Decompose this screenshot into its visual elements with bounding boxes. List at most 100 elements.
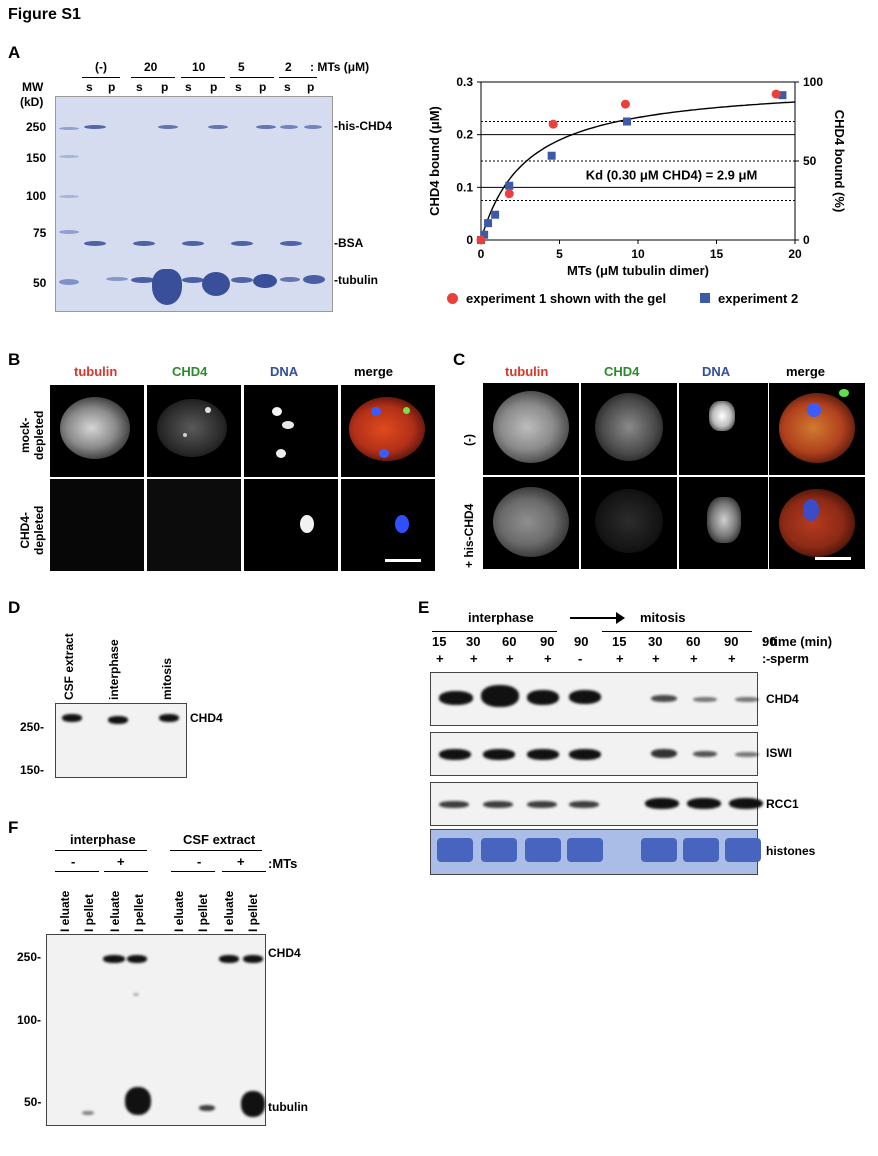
e-blot-iswi [430, 732, 759, 776]
data-point-exp1 [620, 99, 630, 109]
conc-group-5: 5 [238, 60, 245, 74]
y-tick-label: 0.2 [456, 128, 473, 142]
b-img-dna-mock [243, 384, 339, 478]
c-img-dna-his [678, 476, 776, 570]
e-time-value: 90 [724, 634, 739, 649]
c-channel-tubulin: tubulin [505, 364, 549, 379]
y-tick-label: 0 [466, 233, 473, 247]
data-point-exp2 [505, 181, 514, 190]
y2-axis-label: CHD4 bound (%) [832, 110, 845, 213]
data-point-exp1 [476, 235, 486, 245]
lane-label: p [161, 80, 169, 94]
e-mitosis-label: mitosis [640, 610, 686, 625]
e-time-value: 30 [466, 634, 481, 649]
lane-label: s [235, 80, 242, 94]
f-mts-line [171, 871, 215, 872]
x-tick-label: 10 [631, 247, 645, 261]
y-tick-label: 0.3 [456, 75, 473, 89]
b-channel-tubulin: tubulin [74, 364, 118, 379]
e-sperm-value: + [616, 651, 624, 666]
group-underline [181, 77, 225, 78]
e-sperm-value: - [766, 651, 771, 666]
d-marker-250: 250- [20, 720, 45, 734]
lane-label: p [307, 80, 315, 94]
fit-curve [480, 101, 796, 241]
e-times-row: 15 30 60 90 90 15 30 60 90 90 [432, 634, 776, 650]
b-channel-dna: DNA [270, 364, 298, 379]
conc-suffix: : MTs (μM) [310, 60, 370, 74]
b-row-chd4-text: CHD4- depleted [18, 506, 46, 555]
legend-exp2: experiment 2 [700, 290, 798, 306]
e-header-line [432, 631, 557, 632]
b-img-chd4-mock [146, 384, 242, 478]
f-mts-label: :MTs [268, 856, 298, 871]
coomassie-gel [55, 96, 333, 312]
e-sperm-label: : sperm [762, 651, 809, 666]
panel-e-label: E [418, 598, 430, 617]
f-lane-label-text: I pellet [246, 893, 260, 932]
c-img-merge-neg [768, 382, 866, 476]
d-lane-interphase-text: interphase [107, 639, 121, 700]
c-img-tubulin-his [482, 476, 580, 570]
f-mts-line [104, 871, 148, 872]
lane-label: p [108, 80, 116, 94]
f-marker-50: 50- [24, 1095, 42, 1109]
mw-150: 150 [26, 151, 47, 165]
conc-group-2: 2 [285, 60, 292, 74]
lane-label: s [86, 80, 93, 94]
legend-exp2-label: experiment 2 [718, 290, 799, 306]
panel-f-label: F [8, 818, 19, 837]
b-row-mock-text: mock-depleted [18, 411, 46, 460]
e-header-line [602, 631, 752, 632]
e-blot-label-rcc1: RCC1 [766, 797, 799, 811]
f-mts-line [55, 871, 99, 872]
x-tick-label: 20 [788, 247, 802, 261]
b-row-label-line: depleted [32, 410, 46, 460]
f-marker-250: 250- [17, 950, 42, 964]
panel-b-label: B [8, 350, 21, 369]
c-row-neg-text: (-) [462, 434, 476, 446]
e-time-value: 60 [686, 634, 701, 649]
e-sperm-value: + [470, 651, 478, 666]
legend-exp1: experiment 1 shown with the gel [447, 290, 666, 306]
b-img-merge-mock [340, 384, 436, 478]
e-blot-label-chd4: CHD4 [766, 692, 799, 706]
mw-title: MW [22, 80, 44, 94]
c-img-tubulin-neg [482, 382, 580, 476]
f-mts-minus-2: - [197, 854, 202, 869]
b-channel-merge: merge [354, 364, 394, 379]
data-point-exp2 [547, 151, 556, 160]
legend-exp1-label: experiment 1 shown with the gel [466, 290, 667, 306]
b-img-tubulin-chd4dep [49, 478, 145, 572]
data-point-exp2 [491, 210, 500, 219]
e-sperm-value: + [506, 651, 514, 666]
f-lane-label-text: I eluate [108, 890, 122, 932]
conc-group-neg: (-) [95, 60, 107, 74]
c-img-chd4-neg [580, 382, 678, 476]
e-time-value: 60 [502, 634, 517, 649]
group-underline [82, 77, 120, 78]
e-sperm-value: + [652, 651, 660, 666]
f-band-tubulin: tubulin [268, 1100, 308, 1114]
data-point-exp1 [504, 189, 514, 199]
data-point-exp1 [548, 119, 558, 129]
c-row-neg: (-) [462, 434, 476, 460]
kd-annotation: Kd (0.30 μM CHD4) = 2.9 μM [586, 167, 758, 182]
e-time-value: 90 [574, 634, 589, 649]
e-blot-label-histones: histones [766, 844, 816, 858]
d-lane-csf-text: CSF extract [62, 633, 76, 700]
e-time-value: 90 [762, 634, 777, 649]
b-img-tubulin-mock [49, 384, 145, 478]
scale-bar [385, 559, 421, 562]
b-img-merge-chd4dep [340, 478, 436, 572]
f-group-line [55, 850, 147, 851]
e-time-label: : time (min) [762, 634, 833, 649]
c-channel-merge: merge [786, 364, 826, 379]
b-row-label-line: depleted [32, 505, 46, 555]
f-lane-row: I eluate I pellet I eluate I pellet I eluate… [48, 876, 278, 936]
e-time-value: 15 [432, 634, 447, 649]
f-band-chd4: CHD4 [268, 946, 301, 960]
f-mts-plus-1: + [117, 854, 125, 869]
f-group-interphase: interphase [70, 832, 136, 847]
panel-a-label: A [8, 43, 21, 62]
